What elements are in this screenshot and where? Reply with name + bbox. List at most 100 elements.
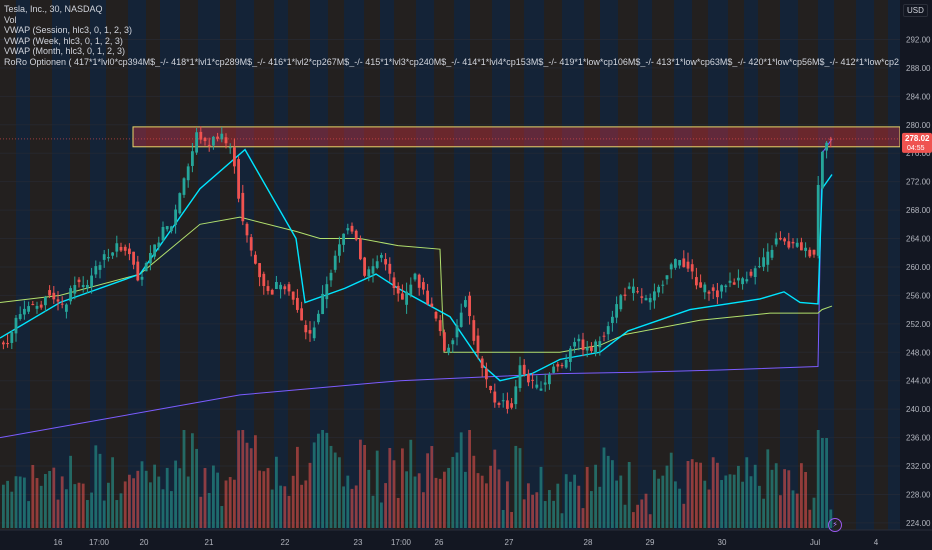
currency-button[interactable]: USD — [903, 4, 928, 17]
candle-body — [581, 339, 585, 351]
volume-bar — [464, 471, 467, 528]
candle-body — [342, 233, 345, 245]
volume-bar — [543, 501, 547, 528]
volume-bar — [266, 468, 270, 528]
candle-body — [728, 280, 732, 283]
session-band — [198, 0, 220, 530]
candle-body — [707, 291, 711, 294]
volume-bar — [153, 464, 156, 528]
volume-bar — [23, 477, 26, 528]
session-band — [856, 0, 874, 530]
candle-body — [128, 248, 131, 255]
candle-body — [732, 282, 736, 285]
volume-bar — [81, 483, 85, 528]
volume-bar — [128, 474, 131, 528]
volume-bar — [409, 439, 413, 528]
candle-body — [102, 254, 106, 260]
volume-bar — [300, 484, 303, 528]
volume-bar — [98, 453, 102, 528]
session-band — [692, 0, 708, 530]
y-tick-label: 244.00 — [906, 377, 931, 386]
volume-bar — [380, 502, 383, 528]
volume-bar — [728, 474, 732, 528]
candle-body — [464, 300, 467, 307]
volume-bar — [182, 430, 186, 528]
session-band — [146, 0, 160, 530]
candle-body — [291, 291, 295, 300]
candle-body — [552, 366, 555, 373]
volume-bar — [611, 460, 614, 528]
volume-bar — [241, 430, 245, 528]
candle-body — [300, 308, 303, 321]
candle-body — [573, 342, 576, 347]
x-tick-label: Jul — [810, 538, 820, 547]
volume-bar — [186, 476, 190, 528]
volume-bar — [430, 446, 434, 528]
x-tick-label: 16 — [54, 538, 63, 547]
y-tick-label: 224.00 — [906, 519, 931, 528]
x-tick-label: 4 — [874, 538, 879, 547]
volume-bar — [296, 446, 299, 528]
candle-body — [165, 226, 169, 230]
session-band — [90, 0, 106, 530]
y-tick-label: 280.00 — [906, 121, 931, 130]
candle-body — [749, 271, 753, 276]
candle-body — [115, 243, 119, 252]
candle-body — [535, 384, 539, 388]
session-band — [492, 0, 510, 530]
volume-bar — [711, 457, 715, 528]
candle-body — [678, 260, 681, 266]
candle-body — [443, 332, 446, 351]
candle-body — [737, 277, 740, 281]
session-band — [584, 0, 600, 530]
volume-bar — [371, 495, 375, 528]
volume-bar — [648, 514, 652, 528]
candle-body — [39, 304, 43, 308]
volume-bar — [510, 511, 513, 528]
candle-body — [384, 258, 387, 265]
candle-body — [44, 297, 47, 306]
session-band — [394, 0, 416, 530]
candle-body — [548, 374, 551, 385]
candle-body — [577, 338, 581, 342]
lightning-icon[interactable]: ⚡ — [828, 518, 842, 532]
volume-bar — [678, 488, 681, 528]
volume-bar — [497, 469, 501, 528]
candle-body — [321, 293, 324, 315]
volume-bar — [312, 442, 316, 528]
candle-body — [224, 137, 228, 144]
volume-bar — [396, 497, 400, 528]
volume-bar — [291, 475, 295, 528]
volume-bar — [594, 464, 597, 528]
candle-body — [380, 255, 383, 258]
candle-body — [779, 237, 782, 240]
volume-bar — [585, 466, 589, 528]
candle-body — [438, 320, 442, 332]
candle-body — [153, 244, 156, 257]
candle-body — [564, 360, 568, 368]
volume-bar — [573, 474, 576, 528]
candle-body — [699, 282, 702, 288]
volume-bar — [552, 500, 555, 528]
candle-body — [640, 296, 644, 298]
candle-body — [472, 320, 476, 341]
candle-body — [527, 374, 530, 383]
volume-bar — [560, 513, 564, 528]
candle-body — [270, 289, 274, 295]
candle-body — [762, 257, 765, 267]
candle-body — [787, 241, 791, 248]
candle-body — [195, 132, 198, 153]
x-tick-label: 29 — [646, 538, 655, 547]
candle-body — [531, 379, 534, 381]
candle-body — [825, 142, 828, 151]
volume-bar — [426, 453, 429, 528]
candle-body — [455, 325, 459, 338]
volume-bar — [493, 449, 497, 528]
volume-bar — [665, 465, 669, 528]
candle-body — [644, 298, 648, 301]
candle-body — [18, 314, 22, 320]
candle-body — [359, 238, 362, 260]
volume-bar — [367, 469, 371, 528]
